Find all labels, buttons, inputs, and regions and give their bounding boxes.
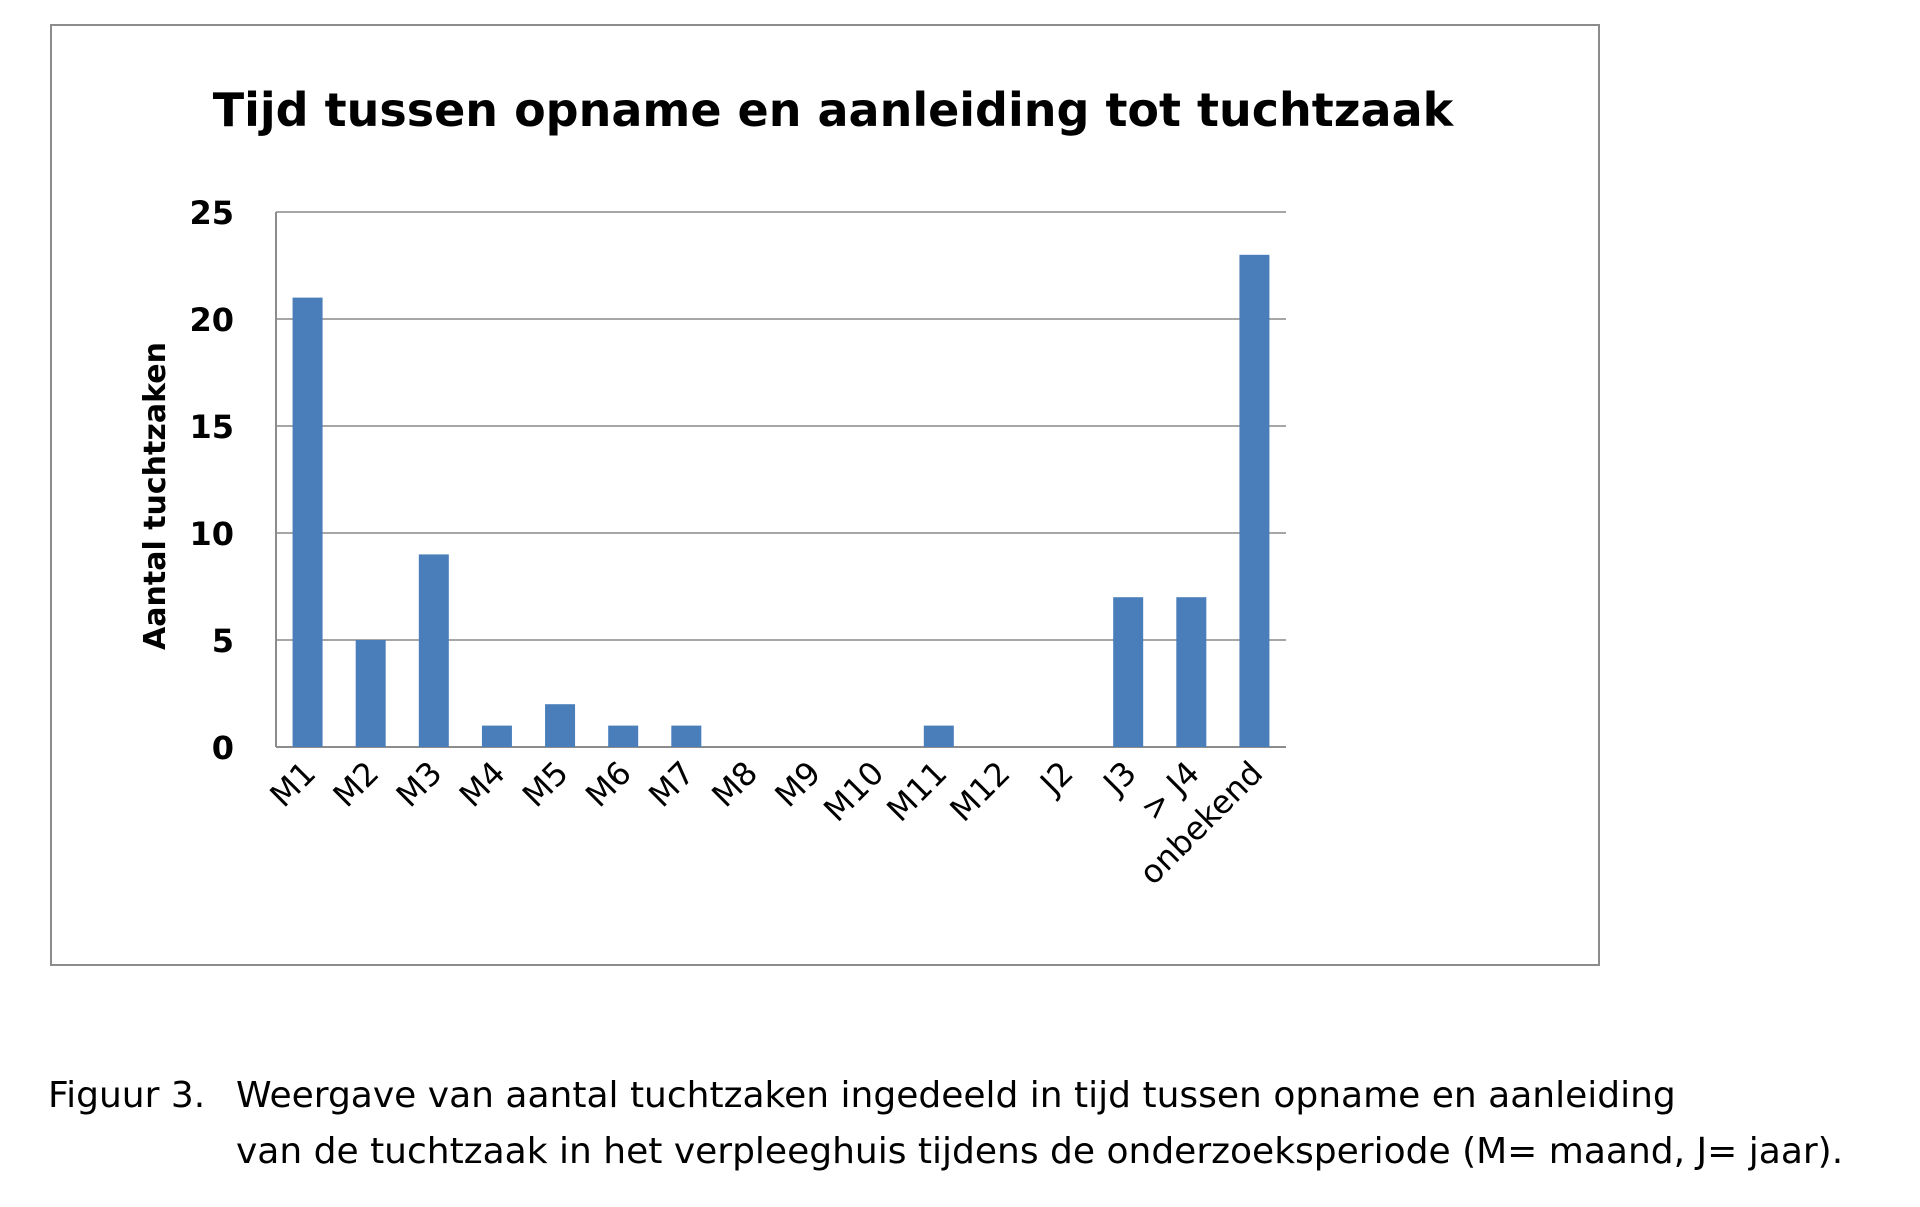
bar-13 [1113, 597, 1144, 747]
y-tick-labels: 0 5 10 15 20 25 [189, 194, 234, 767]
x-tick-label: M2 [326, 754, 387, 815]
bar-chart: Tijd tussen opname en aanleiding tot tuc… [138, 83, 1455, 892]
x-tick-label: M4 [452, 754, 513, 815]
bar-4 [545, 704, 576, 747]
x-tick-label: M7 [641, 754, 702, 815]
caption-number: Figuur 3. [48, 1075, 206, 1116]
bar-1 [355, 640, 386, 747]
x-tick-label: M12 [942, 754, 1017, 829]
y-tick-label: 20 [189, 301, 234, 339]
bar-0 [292, 297, 323, 747]
x-tick-label: M1 [262, 754, 323, 815]
y-tick-label: 15 [189, 408, 234, 446]
y-tick-label: 25 [189, 194, 234, 232]
bar-2 [418, 554, 449, 747]
bar-10 [923, 725, 954, 747]
x-tick-label: M5 [515, 754, 576, 815]
bar-14 [1176, 597, 1207, 747]
bars [292, 254, 1270, 748]
x-tick-label: J2 [1031, 754, 1080, 803]
x-tick-label: J3 [1094, 754, 1143, 803]
x-tick-label: onbekend [1132, 754, 1270, 892]
y-tick-label: 5 [212, 622, 234, 660]
chart-title: Tijd tussen opname en aanleiding tot tuc… [213, 83, 1455, 137]
x-tick-label: M10 [816, 754, 891, 829]
caption-line-1: Weergave van aantal tuchtzaken ingedeeld… [236, 1075, 1676, 1116]
y-tick-label: 10 [189, 515, 234, 553]
x-tick-label: M3 [389, 754, 450, 815]
chart-frame: Tijd tussen opname en aanleiding tot tuc… [50, 24, 1600, 966]
y-axis-label: Aantal tuchtzaken [138, 342, 173, 650]
x-tick-label: M8 [704, 754, 765, 815]
bar-5 [608, 725, 639, 747]
bar-3 [481, 725, 512, 747]
x-tick-label: M11 [879, 754, 954, 829]
x-tick-label: M6 [578, 754, 639, 815]
bar-15 [1239, 254, 1270, 748]
y-tick-label: 0 [212, 729, 234, 767]
bar-6 [671, 725, 702, 747]
caption-line-2: van de tuchtzaak in het verpleeghuis tij… [236, 1131, 1844, 1172]
